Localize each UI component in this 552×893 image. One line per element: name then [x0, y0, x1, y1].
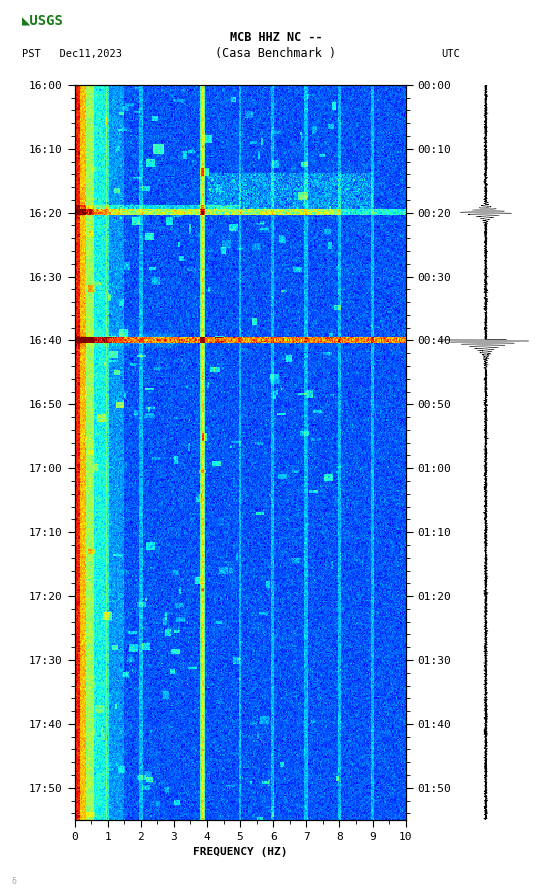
Text: MCB HHZ NC --: MCB HHZ NC --: [230, 31, 322, 44]
Text: (Casa Benchmark ): (Casa Benchmark ): [215, 47, 337, 60]
Text: ◣USGS: ◣USGS: [22, 13, 64, 28]
X-axis label: FREQUENCY (HZ): FREQUENCY (HZ): [193, 847, 288, 857]
Text: PST   Dec11,2023: PST Dec11,2023: [22, 48, 122, 59]
Text: UTC: UTC: [442, 48, 460, 59]
Text: δ: δ: [11, 877, 16, 886]
